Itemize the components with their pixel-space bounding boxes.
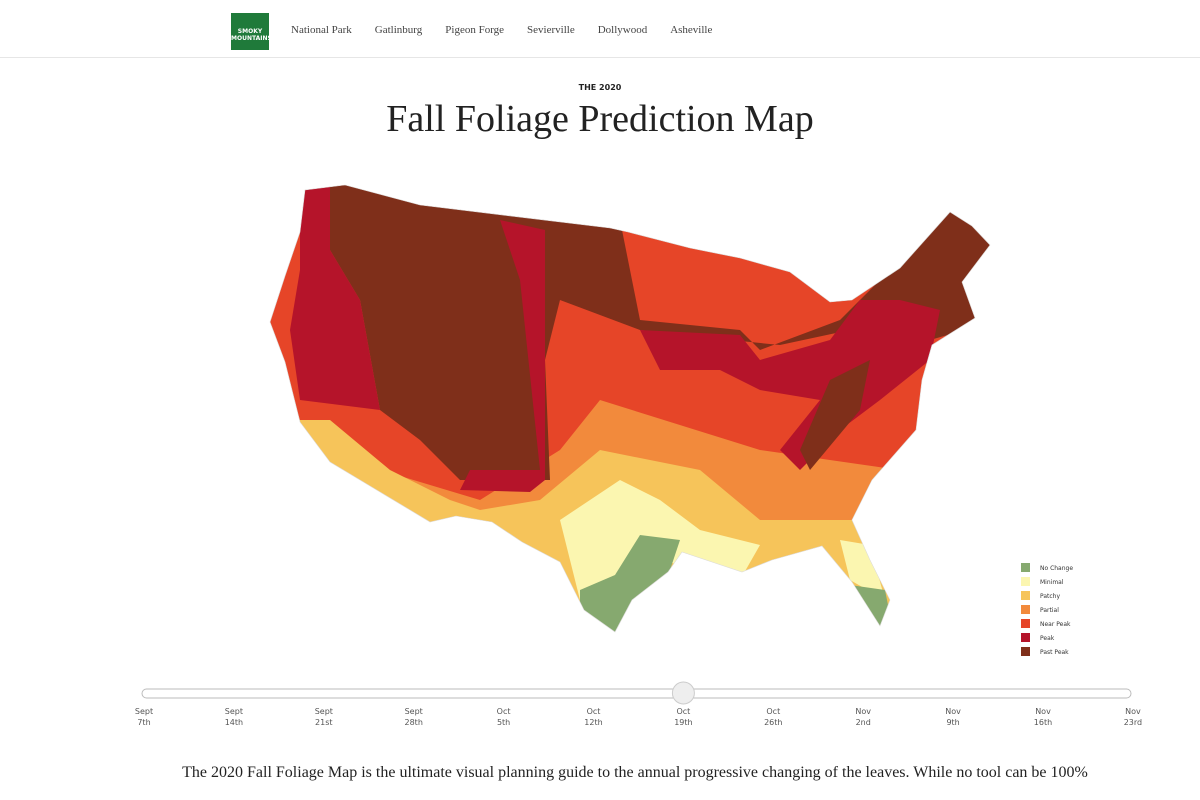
- slider-tick-label: 7th: [137, 718, 150, 727]
- page-title: Fall Foliage Prediction Map: [386, 98, 814, 140]
- slider-tick-label: Sept: [135, 707, 153, 716]
- nav-bar: SMOKY MOUNTAINS National Park Gatlinburg Pi…: [0, 0, 1200, 58]
- slider-tick-label: 12th: [584, 718, 602, 727]
- slider-tick-label: 5th: [497, 718, 510, 727]
- nav-link[interactable]: Gatlinburg: [374, 24, 423, 36]
- slider-tick-label: Oct: [676, 707, 690, 716]
- legend-label: Peak: [1040, 635, 1055, 642]
- slider-tick-label: 9th: [946, 718, 959, 727]
- slider-tick-label: 2nd: [856, 718, 871, 727]
- slider-tick-label: Nov: [1035, 707, 1051, 716]
- map-regions: [270, 185, 990, 632]
- nav-link[interactable]: Asheville: [670, 24, 713, 36]
- slider-tick-label: Oct: [766, 707, 780, 716]
- nav-link[interactable]: Sevierville: [527, 24, 575, 36]
- legend-label: No Change: [1040, 565, 1073, 572]
- brand-line: SMOKY: [237, 28, 263, 35]
- logo[interactable]: SMOKY MOUNTAINS: [231, 13, 272, 50]
- slider-tick-label: 23rd: [1124, 718, 1142, 727]
- slider-tick-label: Nov: [855, 707, 871, 716]
- slider-tick-label: Nov: [945, 707, 961, 716]
- slider-tick-label: 26th: [764, 718, 782, 727]
- nav-link[interactable]: Dollywood: [597, 24, 648, 36]
- slider-thumb[interactable]: [671, 681, 695, 705]
- slider-tick-label: 14th: [225, 718, 243, 727]
- legend-swatch: [1021, 619, 1030, 628]
- legend-swatch: [1021, 577, 1030, 586]
- legend-swatch: [1021, 647, 1030, 656]
- nav-link[interactable]: Pigeon Forge: [445, 24, 505, 36]
- slider-tick-label: Oct: [497, 707, 511, 716]
- legend-label: Minimal: [1040, 579, 1064, 586]
- slider-track[interactable]: [141, 688, 1132, 699]
- legend-swatch: [1021, 591, 1030, 600]
- date-slider[interactable]: Sept 7th Sept 14th Sept 21st Sept 28th Oct 5th Oct…: [135, 681, 1142, 727]
- legend-label: Past Peak: [1040, 649, 1069, 656]
- slider-tick-label: Oct: [587, 707, 601, 716]
- slider-tick-label: 21st: [315, 718, 332, 727]
- nav-link[interactable]: National Park: [291, 24, 352, 36]
- slider-tick-label: Sept: [405, 707, 423, 716]
- legend-swatch: [1021, 633, 1030, 642]
- legend-label: Near Peak: [1040, 621, 1071, 628]
- legend-swatch: [1021, 563, 1030, 572]
- intro-text: The 2020 Fall Foliage Map is the ultimat…: [182, 764, 1088, 781]
- slider-tick-label: Nov: [1125, 707, 1141, 716]
- brand-line: MOUNTAINS: [231, 35, 272, 42]
- legend-swatch: [1021, 605, 1030, 614]
- legend: No Change Minimal Patchy Partial Near Peak Pe…: [1021, 563, 1073, 656]
- foliage-map: No Change Minimal Patchy Partial Near Peak Pe…: [135, 184, 1142, 727]
- kicker: THE 2020: [578, 83, 622, 92]
- slider-tick-label: Sept: [315, 707, 333, 716]
- slider-tick-label: 19th: [674, 718, 692, 727]
- slider-tick-label: Sept: [225, 707, 243, 716]
- legend-label: Patchy: [1040, 593, 1060, 600]
- nav-links: National Park Gatlinburg Pigeon Forge Sevie…: [291, 24, 712, 36]
- slider-tick-label: 28th: [405, 718, 423, 727]
- slider-tick-label: 16th: [1034, 718, 1052, 727]
- legend-label: Partial: [1040, 607, 1059, 614]
